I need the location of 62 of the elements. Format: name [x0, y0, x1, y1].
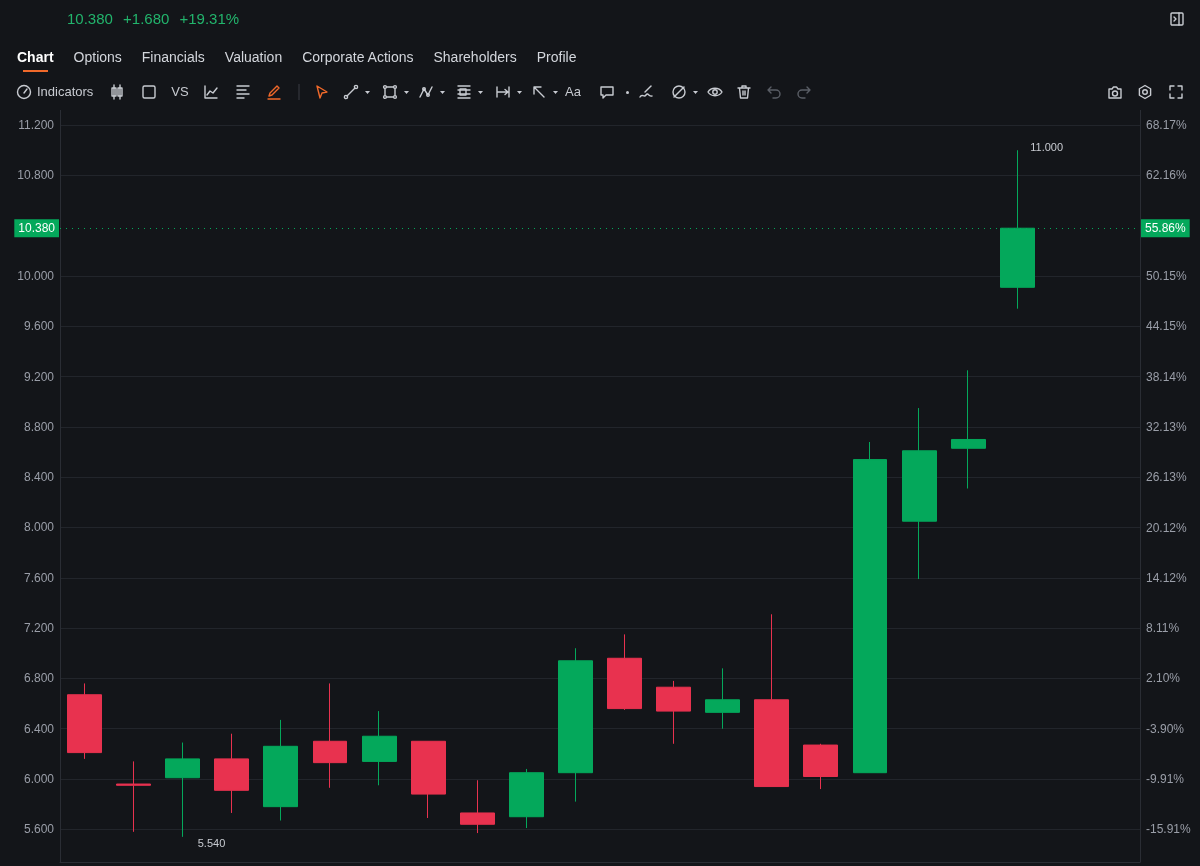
candlestick	[705, 667, 740, 730]
text: Corporate Actions	[302, 49, 414, 66]
text: 55.86%	[1145, 221, 1187, 236]
candlestick	[116, 760, 151, 833]
ref-line-label: 10.380	[18, 221, 56, 236]
y-tick-label: 9.600	[23, 319, 55, 334]
candlestick	[656, 680, 691, 745]
y2-tick-label: 14.12%	[1146, 570, 1188, 585]
y2-tick-label: 50.15%	[1146, 269, 1188, 284]
text: Shareholders	[433, 49, 517, 66]
y2-tick-label: 26.13%	[1146, 470, 1188, 485]
text: Aa	[565, 84, 581, 100]
candlestick	[67, 682, 102, 760]
candlestick	[951, 369, 986, 490]
candlestick	[313, 682, 347, 789]
y2-tick-label: 32.13%	[1146, 419, 1188, 434]
y2-tick-label: -15.91%	[1146, 822, 1192, 837]
candlestick	[558, 647, 593, 803]
y-tick-label: 8.000	[23, 520, 55, 535]
y-tick-label: 8.400	[23, 470, 55, 485]
y2-tick-label: 2.10%	[1146, 671, 1181, 686]
y-tick-label: 8.800	[23, 419, 55, 434]
y2-tick-label: 44.15%	[1146, 319, 1188, 334]
candlestick	[165, 742, 200, 838]
y2-tick-label: 62.16%	[1146, 168, 1188, 183]
y2-tick-label: 8.11%	[1146, 621, 1180, 636]
y2-tick-label: -3.90%	[1146, 721, 1185, 736]
text: VS	[171, 84, 189, 100]
y-tick-label: 10.000	[17, 268, 55, 283]
y-tick-label: 9.200	[23, 369, 55, 384]
y-tick-label: 6.800	[23, 671, 55, 686]
y-tick-label: 6.400	[23, 721, 55, 736]
text: Financials	[141, 49, 205, 66]
candlestick	[607, 633, 642, 711]
candlestick	[263, 719, 298, 821]
y-tick-label: 11.200	[18, 118, 55, 133]
text: Options	[73, 49, 122, 66]
y2-tick-label: 20.12%	[1146, 520, 1188, 535]
text: Chart	[17, 49, 54, 66]
y-tick-label: 10.800	[17, 168, 55, 183]
candlestick	[803, 743, 838, 790]
candlestick	[853, 441, 887, 774]
y2-tick-label: 38.14%	[1146, 369, 1188, 384]
y-tick-label: 7.600	[23, 570, 55, 585]
text: Valuation	[224, 49, 283, 66]
y-tick-label: 5.600	[23, 822, 55, 837]
chart-subtitle: 10.380 +1.680 +19.31%	[67, 10, 240, 28]
y-tick-label: 6.000	[23, 772, 55, 786]
annotation: 5.540	[197, 836, 226, 849]
y2-tick-label: -9.91%	[1146, 772, 1185, 787]
candlestick	[411, 740, 446, 819]
text: Indicators	[37, 84, 94, 100]
y2-tick-label: 68.17%	[1146, 118, 1188, 133]
candlestick	[460, 779, 495, 834]
candlestick	[902, 407, 937, 580]
y-tick-label: 7.200	[23, 621, 55, 636]
candlestick	[362, 710, 397, 786]
candlestick	[754, 613, 789, 788]
candlestick	[214, 733, 249, 814]
annotation: 11.000	[1030, 141, 1064, 154]
candlestick	[509, 768, 544, 829]
text: Profile	[536, 49, 577, 66]
